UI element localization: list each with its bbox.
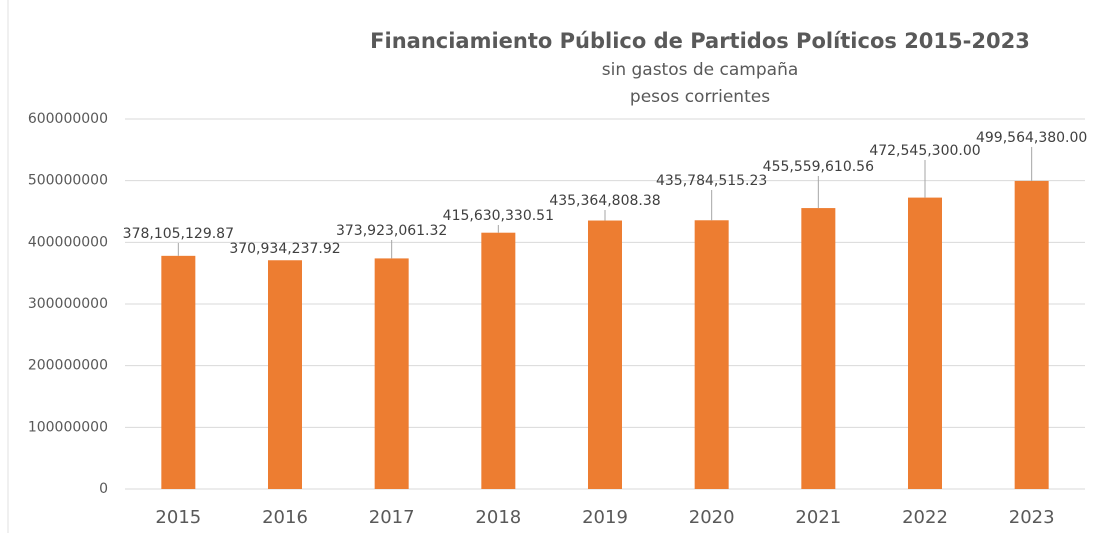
bar <box>588 220 622 490</box>
bar <box>801 208 836 489</box>
bar <box>1014 180 1049 489</box>
bar <box>908 197 942 490</box>
y-tick-label: 100000000 <box>28 419 108 435</box>
chart-subtitle: pesos corrientes <box>630 87 770 107</box>
data-label: 378,105,129.87 <box>123 226 234 242</box>
x-tick-label: 2023 <box>1009 507 1055 528</box>
chart-subtitle: sin gastos de campaña <box>602 60 799 80</box>
bar <box>161 255 196 489</box>
data-label: 373,923,061.32 <box>336 223 447 239</box>
y-tick-label: 400000000 <box>28 234 108 250</box>
chart-title: Financiamiento Público de Partidos Polít… <box>370 29 1030 53</box>
x-tick-label: 2015 <box>155 507 201 528</box>
data-label: 435,364,808.38 <box>549 193 660 209</box>
y-tick-label: 0 <box>99 481 108 497</box>
data-label: 455,559,610.56 <box>763 159 874 175</box>
x-tick-label: 2021 <box>795 507 841 528</box>
bar <box>694 220 729 489</box>
data-label: 499,564,380.00 <box>976 130 1087 146</box>
x-tick-label: 2018 <box>475 507 521 528</box>
y-tick-label: 600000000 <box>28 111 108 127</box>
x-tick-label: 2020 <box>689 507 735 528</box>
x-tick-label: 2017 <box>369 507 415 528</box>
y-tick-label: 300000000 <box>28 296 108 312</box>
x-tick-label: 2019 <box>582 507 628 528</box>
data-label: 472,545,300.00 <box>869 143 980 159</box>
bar <box>268 260 302 489</box>
bar <box>374 258 409 489</box>
data-label: 370,934,237.92 <box>229 241 340 257</box>
bar <box>481 232 516 489</box>
x-tick-label: 2022 <box>902 507 948 528</box>
y-tick-label: 200000000 <box>28 358 108 374</box>
x-tick-label: 2016 <box>262 507 308 528</box>
y-tick-label: 500000000 <box>28 173 108 189</box>
data-label: 415,630,330.51 <box>443 208 554 224</box>
data-label: 435,784,515.23 <box>656 173 767 189</box>
